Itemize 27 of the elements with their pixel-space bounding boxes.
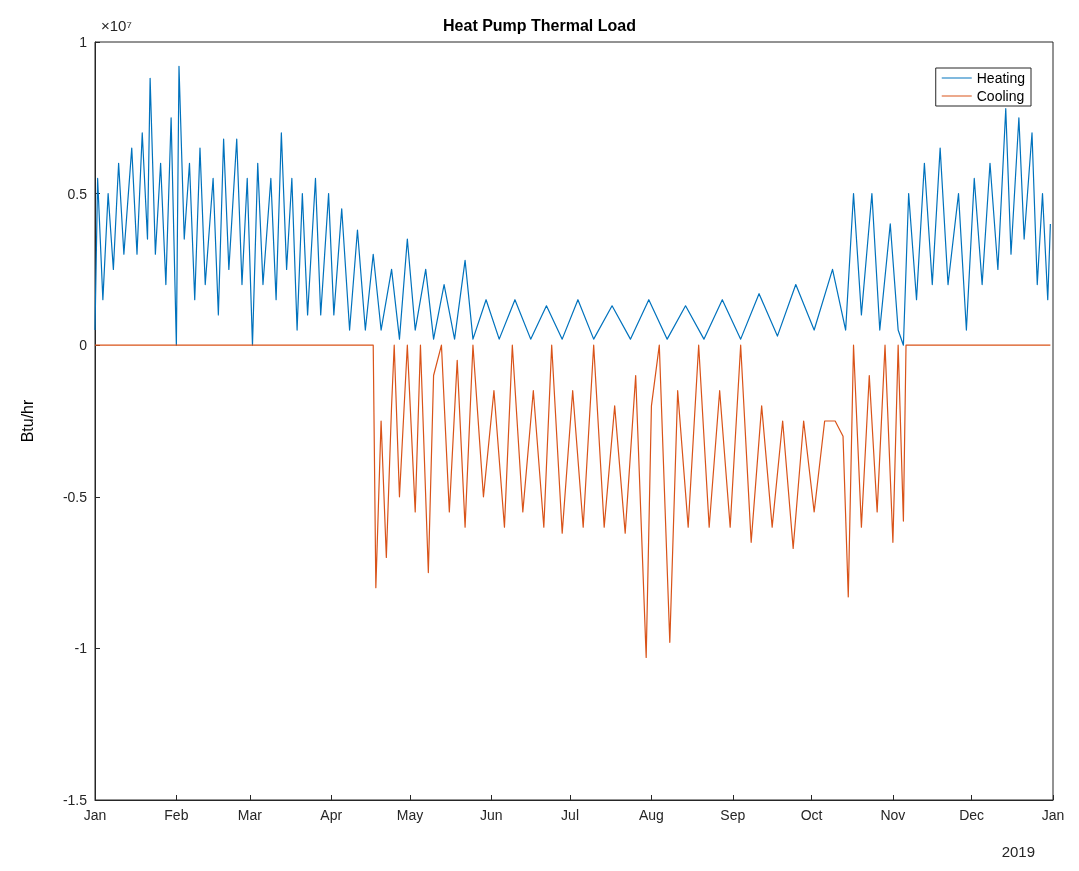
y-tick-label: -1.5 [62,792,88,808]
x-tick-label: Dec [959,807,985,823]
y-axis-title: Btu/hr [18,398,36,443]
x-tick-label: Jul [561,807,580,823]
x-tick-label: Mar [237,807,263,823]
line-series [94,344,1051,659]
line-series [94,65,1051,346]
x-tick-label: May [396,807,424,823]
y-tick-label: 0 [79,337,88,354]
x-tick-label: Oct [800,807,823,823]
x-tick-label: Jun [480,807,503,823]
text: ×10⁷ [101,17,132,34]
x-tick-label: Feb [164,807,189,823]
x-tick-label: Sep [720,807,746,823]
y-tick-label: -1 [74,640,88,657]
legend-label: Heating [976,70,1026,86]
y-tick-label: -0.5 [62,488,88,505]
x-tick-label: Jan [1041,807,1065,823]
x-tick-label: Apr [320,807,343,823]
chart-title: Heat Pump Thermal Load [443,16,636,34]
x-tick-label: Aug [638,807,664,823]
y-tick-label: 1 [79,34,88,50]
y-tick-label: 0.5 [67,185,88,202]
text: 2019 [1001,843,1036,860]
x-tick-label: Jan [83,807,107,823]
legend-label: Cooling [976,88,1025,104]
x-tick-label: Nov [880,807,906,823]
